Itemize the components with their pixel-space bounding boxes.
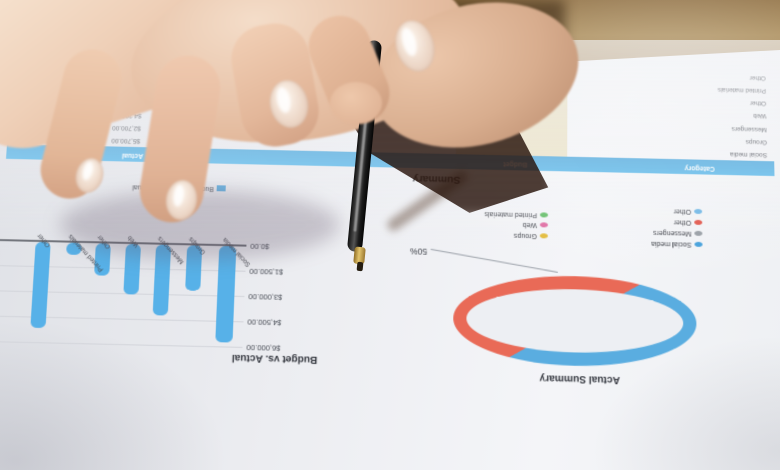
index-fingernail: [389, 15, 441, 77]
nail-shine: [399, 26, 420, 58]
index-fingertip: [330, 82, 382, 124]
